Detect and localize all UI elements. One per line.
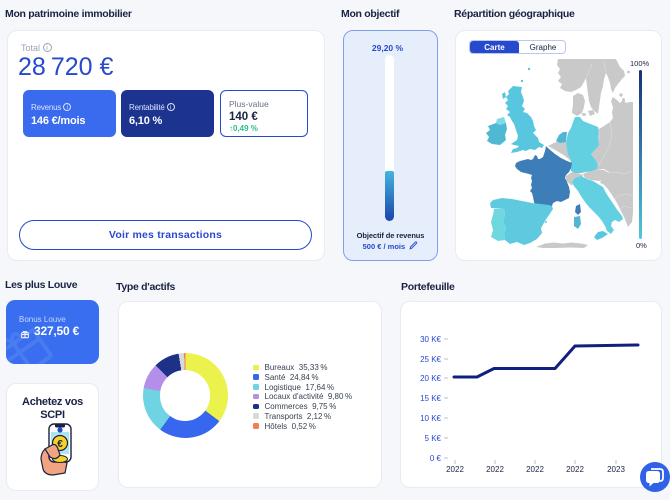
svg-text:€: € — [57, 439, 63, 450]
svg-text:2022: 2022 — [446, 465, 464, 474]
svg-text:30 K€: 30 K€ — [420, 335, 441, 344]
svg-text:2022: 2022 — [526, 465, 544, 474]
svg-text:2022: 2022 — [486, 465, 504, 474]
svg-text:10 K€: 10 K€ — [420, 414, 441, 423]
svg-text:2022: 2022 — [566, 465, 584, 474]
svg-text:5 K€: 5 K€ — [425, 434, 442, 443]
svg-text:0 €: 0 € — [430, 454, 442, 463]
svg-text:20 K€: 20 K€ — [420, 374, 441, 383]
svg-text:25 K€: 25 K€ — [420, 355, 441, 364]
svg-text:2023: 2023 — [607, 465, 625, 474]
svg-text:15 K€: 15 K€ — [420, 394, 441, 403]
